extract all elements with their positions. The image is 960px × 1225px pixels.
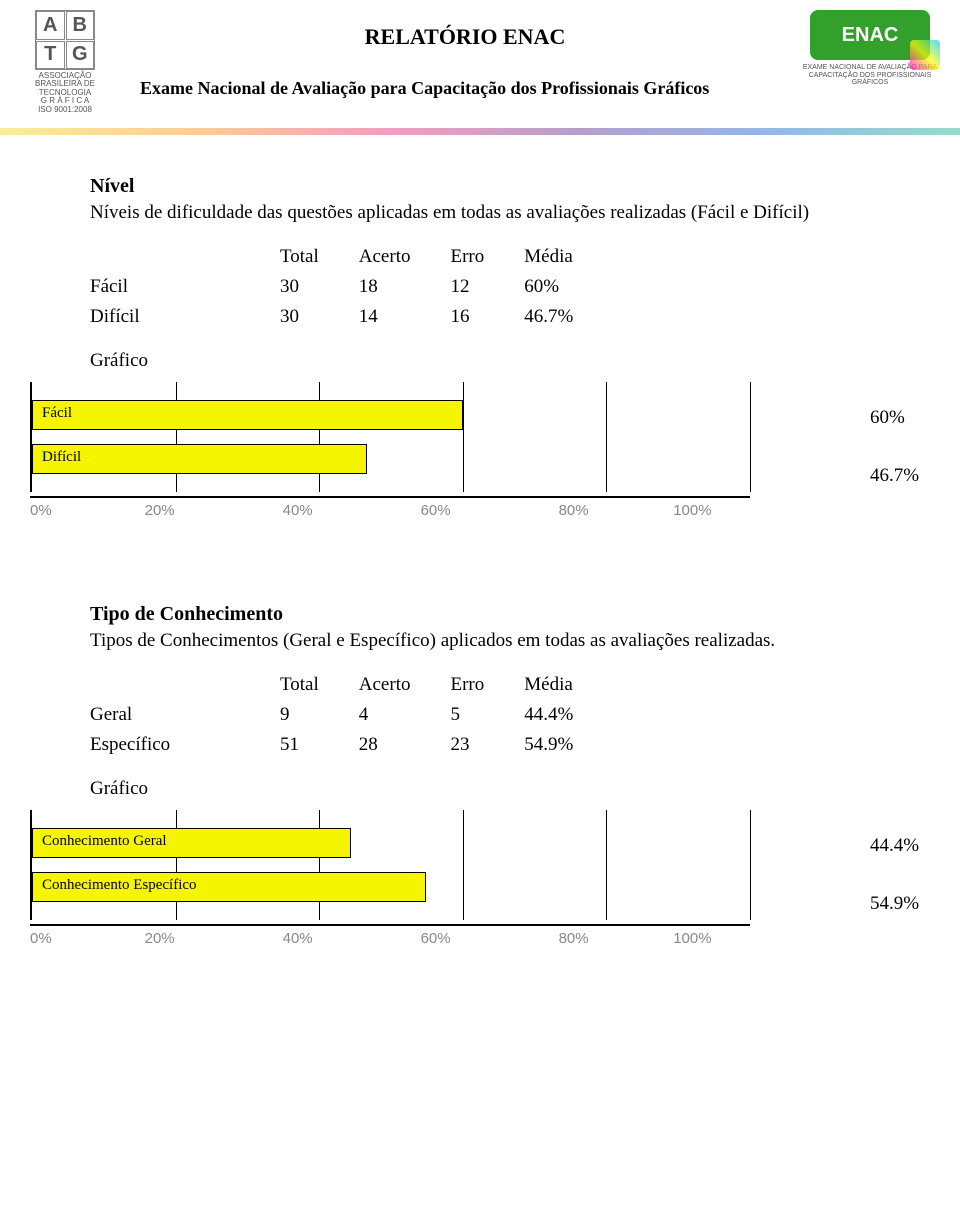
bar-value: 54.9% xyxy=(870,878,930,930)
tick: 0% xyxy=(30,502,52,519)
cell: 30 xyxy=(280,302,359,332)
col-acerto: Acerto xyxy=(359,670,451,700)
col-erro: Erro xyxy=(450,242,524,272)
row-label: Difícil xyxy=(90,306,240,328)
section2-table: Total Acerto Erro Média Geral 9 4 5 44.4… xyxy=(90,670,613,760)
section1-chart: Fácil Difícil 0% 20% 40% 60% 80% 100% xyxy=(90,382,930,519)
section2-title: Tipo de Conhecimento xyxy=(90,603,930,626)
bar-label: Difícil xyxy=(42,449,81,466)
bar-value: 46.7% xyxy=(870,450,930,502)
cell: 60% xyxy=(524,272,613,302)
cell: 12 xyxy=(450,272,524,302)
tick: 100% xyxy=(673,502,711,519)
tick: 80% xyxy=(559,502,589,519)
cell: 28 xyxy=(359,730,451,760)
tick: 100% xyxy=(673,930,711,947)
table-row: Específico 51 28 23 54.9% xyxy=(90,730,613,760)
bar-dificil xyxy=(32,444,367,474)
cell: 9 xyxy=(280,700,359,730)
cell: 44.4% xyxy=(524,700,613,730)
section1-title: Nível xyxy=(90,175,930,198)
cell: 51 xyxy=(280,730,359,760)
table-row: Geral 9 4 5 44.4% xyxy=(90,700,613,730)
x-axis: 0% 20% 40% 60% 80% 100% xyxy=(30,924,750,947)
section1-desc: Níveis de dificuldade das questões aplic… xyxy=(90,202,930,224)
section2-chart: Conhecimento Geral Conhecimento Específi… xyxy=(90,810,930,947)
cell: 23 xyxy=(450,730,524,760)
page-header: ABTG ASSOCIAÇÃO BRASILEIRA DE TECNOLOGIA… xyxy=(0,0,960,114)
cell: 54.9% xyxy=(524,730,613,760)
bar-value: 44.4% xyxy=(870,820,930,872)
report-title: RELATÓRIO ENAC xyxy=(140,24,790,50)
divider-rainbow xyxy=(0,128,960,135)
col-media: Média xyxy=(524,242,613,272)
bar-label: Fácil xyxy=(42,405,72,422)
x-axis: 0% 20% 40% 60% 80% 100% xyxy=(30,496,750,519)
cell: 14 xyxy=(359,302,451,332)
report-subtitle: Exame Nacional de Avaliação para Capacit… xyxy=(140,78,790,99)
col-media: Média xyxy=(524,670,613,700)
bar-label: Conhecimento Específico xyxy=(42,877,197,894)
cell: 4 xyxy=(359,700,451,730)
tick: 20% xyxy=(145,930,175,947)
col-erro: Erro xyxy=(450,670,524,700)
section2-desc: Tipos de Conhecimentos (Geral e Específi… xyxy=(90,630,930,652)
col-total: Total xyxy=(280,242,359,272)
tick: 20% xyxy=(145,502,175,519)
chart: Conhecimento Geral Conhecimento Específi… xyxy=(30,810,750,947)
row-label: Fácil xyxy=(90,276,240,298)
section1-grafico-label: Gráfico xyxy=(90,350,930,372)
section1-table: Total Acerto Erro Média Fácil 30 18 12 6… xyxy=(90,242,613,332)
bar-facil xyxy=(32,400,463,430)
table-row: Difícil 30 14 16 46.7% xyxy=(90,302,613,332)
chart: Fácil Difícil 0% 20% 40% 60% 80% 100% xyxy=(30,382,750,519)
row-label: Geral xyxy=(90,704,240,726)
tick: 60% xyxy=(421,930,451,947)
tick: 40% xyxy=(283,930,313,947)
cell: 18 xyxy=(359,272,451,302)
bar-value: 60% xyxy=(870,392,930,444)
cell: 16 xyxy=(450,302,524,332)
tick: 40% xyxy=(283,502,313,519)
enac-badge: ENAC xyxy=(810,10,930,60)
bar-label: Conhecimento Geral xyxy=(42,833,167,850)
logo-right: ENAC EXAME NACIONAL DE AVALIAÇÃO PARA CA… xyxy=(800,10,940,87)
row-label: Específico xyxy=(90,734,240,756)
tick: 80% xyxy=(559,930,589,947)
logo-left-line: ISO 9001:2008 xyxy=(20,106,110,114)
col-total: Total xyxy=(280,670,359,700)
cell: 5 xyxy=(450,700,524,730)
col-acerto: Acerto xyxy=(359,242,451,272)
logo-left: ABTG ASSOCIAÇÃO BRASILEIRA DE TECNOLOGIA… xyxy=(20,10,110,114)
cell: 30 xyxy=(280,272,359,302)
cell: 46.7% xyxy=(524,302,613,332)
tick: 0% xyxy=(30,930,52,947)
section2-grafico-label: Gráfico xyxy=(90,778,930,800)
table-row: Fácil 30 18 12 60% xyxy=(90,272,613,302)
tick: 60% xyxy=(421,502,451,519)
